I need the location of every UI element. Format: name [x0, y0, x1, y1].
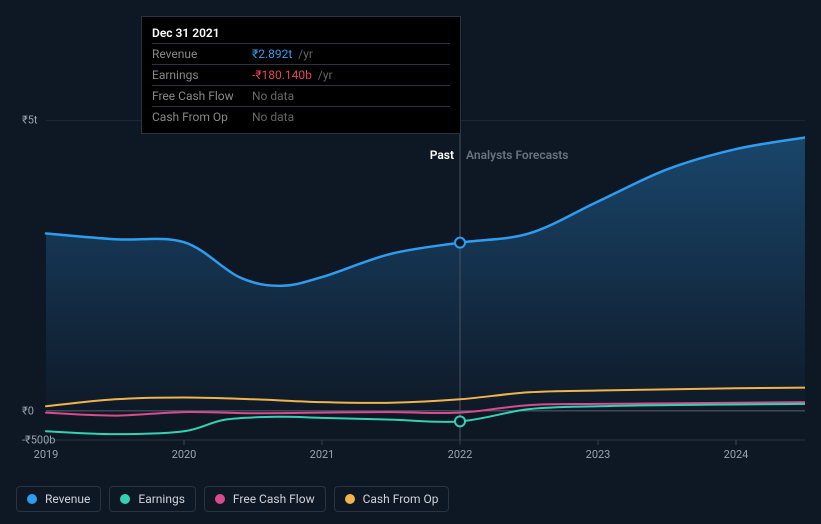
- tooltip-row-value: -₹180.140b /yr: [252, 68, 450, 82]
- x-axis-label: 2021: [310, 448, 335, 461]
- chart-legend: Revenue Earnings Free Cash Flow Cash From O…: [16, 486, 449, 512]
- legend-dot-icon: [120, 494, 130, 504]
- tooltip-row-value: ₹2.892t /yr: [252, 47, 450, 61]
- legend-item-free_cash_flow[interactable]: Free Cash Flow: [204, 486, 326, 512]
- region-label-forecast: Analysts Forecasts: [466, 148, 568, 162]
- legend-dot-icon: [27, 494, 37, 504]
- chart-container[interactable]: [16, 120, 805, 460]
- cursor-point-revenue: [455, 238, 465, 248]
- x-axis-labels: 2019 2020 2021 2022 2023 2024: [16, 448, 805, 466]
- y-axis-label: -₹500b: [22, 434, 55, 447]
- tooltip-row-suffix: /yr: [295, 47, 313, 61]
- x-axis-label: 2020: [172, 448, 197, 461]
- legend-item-label: Revenue: [45, 492, 90, 506]
- chart-tooltip: Dec 31 2021 Revenue₹2.892t /yrEarnings-₹…: [141, 16, 461, 134]
- tooltip-row: Free Cash FlowNo data: [152, 85, 450, 106]
- legend-item-label: Free Cash Flow: [233, 492, 315, 506]
- tooltip-row-suffix: /yr: [315, 68, 333, 82]
- tooltip-row-value: No data: [252, 89, 450, 103]
- legend-item-earnings[interactable]: Earnings: [109, 486, 196, 512]
- tooltip-row: Cash From OpNo data: [152, 106, 450, 127]
- legend-item-cash_from_op[interactable]: Cash From Op: [334, 486, 450, 512]
- tooltip-row: Earnings-₹180.140b /yr: [152, 64, 450, 85]
- legend-item-label: Cash From Op: [363, 492, 439, 506]
- tooltip-row: Revenue₹2.892t /yr: [152, 43, 450, 64]
- region-label-past: Past: [430, 148, 454, 162]
- cursor-point-earnings: [455, 416, 465, 426]
- tooltip-row-label: Revenue: [152, 47, 252, 61]
- revenue-area: [46, 137, 805, 410]
- legend-item-revenue[interactable]: Revenue: [16, 486, 101, 512]
- legend-item-label: Earnings: [138, 492, 185, 506]
- y-axis-label: ₹0: [22, 404, 34, 417]
- x-axis-label: 2022: [448, 448, 473, 461]
- tooltip-row-value: No data: [252, 110, 450, 124]
- x-axis-label: 2024: [724, 448, 749, 461]
- x-axis-label: 2019: [34, 448, 59, 461]
- tooltip-row-label: Earnings: [152, 68, 252, 82]
- y-axis-label: ₹5t: [22, 114, 37, 127]
- legend-dot-icon: [215, 494, 225, 504]
- tooltip-row-label: Cash From Op: [152, 110, 252, 124]
- financial-chart[interactable]: [16, 120, 805, 460]
- tooltip-row-label: Free Cash Flow: [152, 89, 252, 103]
- tooltip-date: Dec 31 2021: [152, 23, 450, 43]
- legend-dot-icon: [345, 494, 355, 504]
- x-axis-label: 2023: [586, 448, 611, 461]
